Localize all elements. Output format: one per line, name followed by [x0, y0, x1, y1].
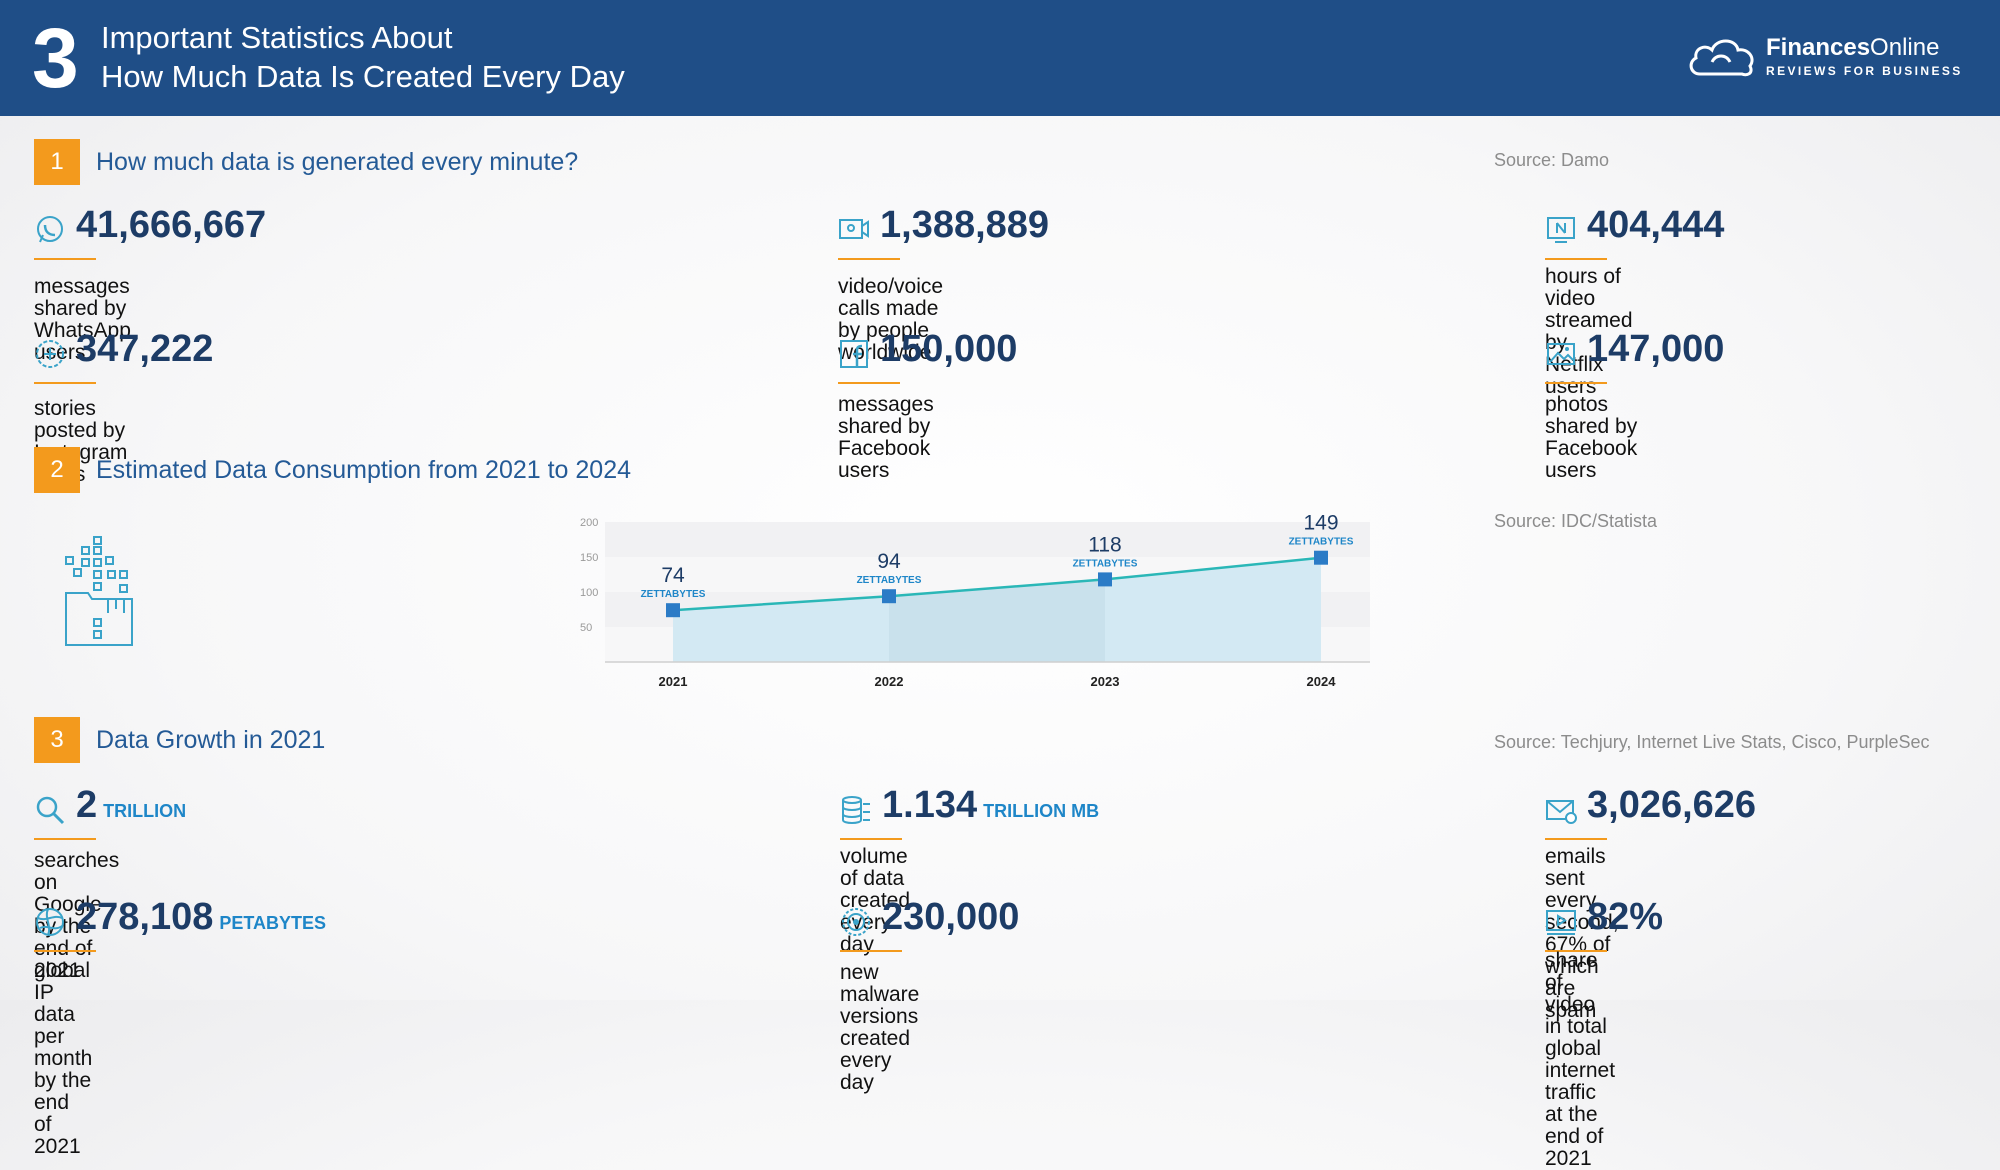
page-title-line2: How Much Data Is Created Every Day [101, 59, 625, 94]
whatsapp-icon [37, 216, 63, 243]
section3-title: Data Growth in 2021 [96, 726, 326, 754]
y-tick-label: 100 [580, 587, 598, 599]
section2-source: Source: IDC/Statista [1494, 511, 1658, 531]
email-icon [1546, 800, 1577, 824]
search-icon [36, 796, 65, 825]
netflix-icon [1547, 217, 1575, 243]
x-tick-label: 2021 [659, 674, 688, 689]
cloud-icon [1689, 39, 1754, 77]
video-play-icon [1546, 910, 1576, 935]
video-call-icon [839, 219, 869, 239]
chart-area-segment [1105, 557, 1321, 662]
chart-area-segment [889, 579, 1105, 662]
y-tick-label: 150 [580, 552, 598, 564]
facebook-icon [840, 340, 868, 368]
section3-number: 3 [34, 717, 80, 763]
header-number: 3 [32, 11, 79, 105]
data-label: 94 [877, 550, 901, 573]
data-unit-label: ZETTABYTES [857, 575, 922, 586]
y-tick-label: 200 [580, 517, 598, 529]
section2-number: 2 [34, 447, 80, 493]
database-icon [842, 796, 870, 824]
section1-source: Source: Damo [1494, 150, 1610, 170]
brand-name: FinancesOnline [1766, 34, 1940, 61]
data-point [1098, 572, 1112, 587]
x-tick-label: 2024 [1307, 674, 1337, 689]
x-tick-label: 2022 [875, 674, 904, 689]
data-label: 149 [1303, 512, 1338, 535]
y-tick-label: 50 [580, 622, 592, 634]
data-point [666, 603, 680, 618]
consumption-chart: 50 100 150 200 74 ZETTABYTES 2021 94 ZETTABYTES 2… [580, 512, 1370, 689]
brand-logo[interactable]: FinancesOnline REVIEWS FOR BUSINESS [1686, 32, 1976, 84]
data-label: 74 [661, 564, 685, 587]
globe-icon [36, 908, 64, 936]
section3-source: Source: Techjury, Internet Live Stats, C… [1494, 732, 1930, 752]
data-folder-icon [65, 536, 133, 646]
page-title-line1: Important Statistics About [101, 20, 453, 55]
section2-title: Estimated Data Consumption from 2021 to … [96, 456, 632, 484]
x-tick-label: 2023 [1091, 674, 1120, 689]
page-title: Important Statistics About How Much Data… [101, 18, 625, 96]
data-label: 118 [1088, 533, 1121, 556]
data-unit-label: ZETTABYTES [1073, 558, 1138, 569]
series-line [672, 556, 1322, 612]
instagram-icon [36, 340, 64, 368]
chart-band [605, 522, 1370, 557]
section1-title: How much data is generated every minute? [96, 148, 579, 176]
header-banner: 3 Important Statistics About How Much Da… [0, 0, 2000, 116]
chart-area-segment [673, 596, 889, 662]
data-unit-label: ZETTABYTES [1289, 537, 1354, 548]
malware-icon [842, 908, 870, 936]
data-unit-label: ZETTABYTES [641, 589, 706, 600]
section1-number: 1 [34, 139, 80, 185]
data-point [882, 589, 896, 604]
photo-icon [1547, 343, 1575, 365]
data-point [1314, 550, 1328, 565]
brand-tagline: REVIEWS FOR BUSINESS [1766, 64, 1963, 78]
